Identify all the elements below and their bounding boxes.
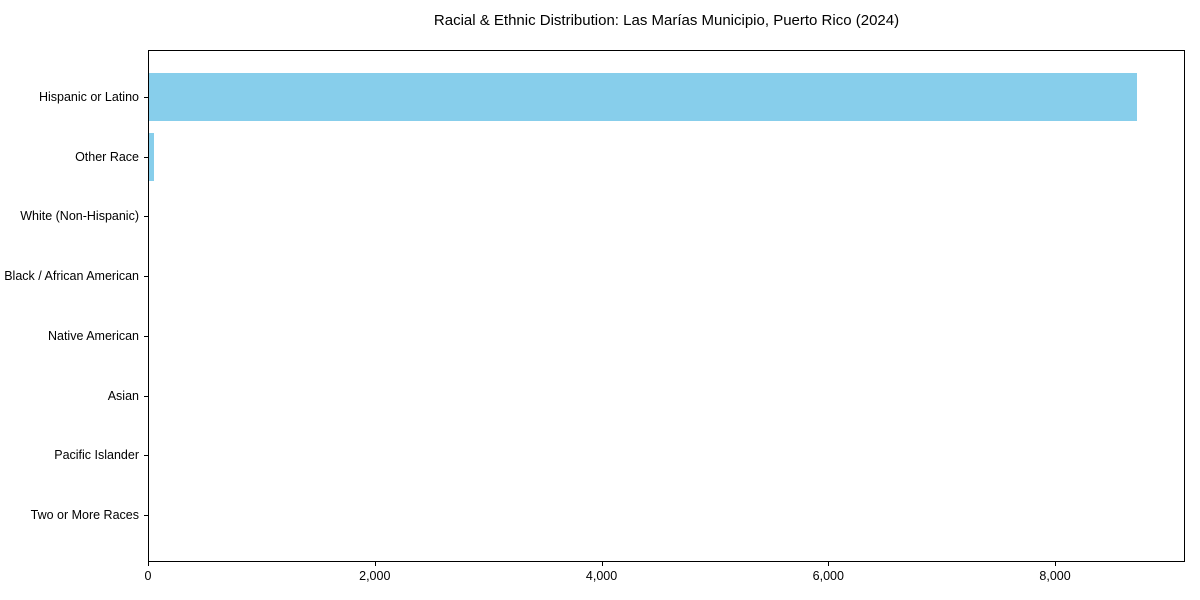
y-tick-mark: [144, 514, 148, 516]
bar-hispanic-or-latino: [149, 73, 1137, 121]
plot-area: [148, 50, 1185, 562]
y-tick-label-white-non-hispanic: White (Non-Hispanic): [20, 209, 139, 224]
x-tick-label-0: 0: [144, 569, 152, 583]
y-tick-mark: [144, 455, 148, 457]
y-tick-mark: [144, 395, 148, 397]
bar-other-race: [149, 132, 155, 181]
x-tick-mark: [1055, 562, 1057, 566]
y-tick-label-asian: Asian: [107, 388, 139, 403]
x-tick-label-4000: 4,000: [585, 569, 618, 583]
y-tick-mark: [144, 156, 148, 158]
y-tick-label-native-american: Native American: [47, 328, 139, 343]
x-tick-mark: [828, 562, 830, 566]
y-tick-label-pacific-islander: Pacific Islander: [54, 448, 139, 463]
x-tick-mark: [601, 562, 603, 566]
x-tick-mark: [148, 562, 149, 566]
chart-title: Racial & Ethnic Distribution: Las Marías…: [433, 12, 900, 29]
y-tick-label-other-race: Other Race: [75, 149, 139, 164]
y-tick-label-two-or-more-races: Two or More Races: [30, 507, 139, 522]
y-tick-mark: [144, 335, 148, 337]
x-tick-label-6000: 6,000: [812, 569, 844, 583]
y-tick-mark: [144, 216, 148, 218]
y-tick-mark: [144, 276, 148, 278]
x-tick-label-8000: 8,000: [1039, 569, 1071, 583]
y-tick-mark: [144, 97, 148, 99]
x-tick-label-2000: 2,000: [359, 569, 391, 583]
x-tick-mark: [374, 562, 376, 566]
y-tick-label-hispanic-or-latino: Hispanic or Latino: [38, 90, 139, 105]
y-tick-label-black-african-american: Black / African American: [4, 269, 139, 284]
